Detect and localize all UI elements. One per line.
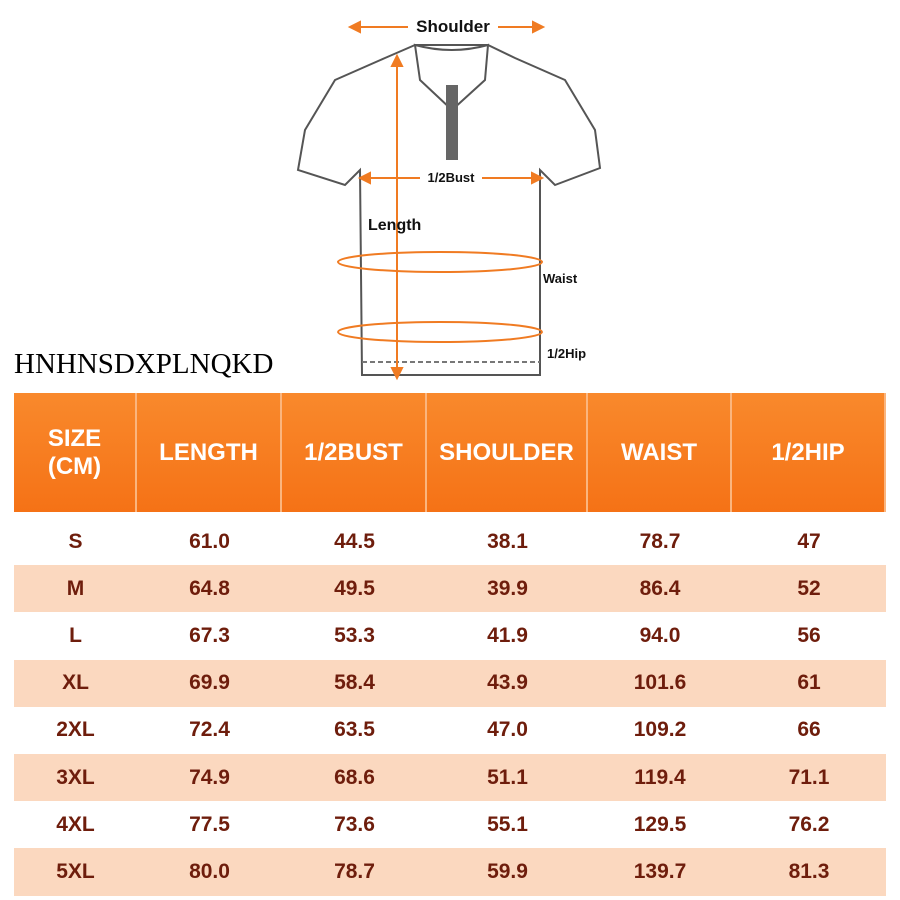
value-cell: 52 [797,576,821,600]
value-cell: 74.9 [189,765,230,789]
table-row: L 67.3 53.3 41.9 94.0 56 [14,612,886,660]
value-cell: 71.1 [788,765,830,789]
size-cell: XL [62,671,89,695]
value-cell: 47 [797,529,821,553]
size-cell: S [68,529,83,553]
header-cell: WAIST [588,393,732,512]
value-cell: 56 [797,623,821,647]
value-cell: 64.8 [189,576,230,600]
size-cell: 4XL [56,812,95,836]
value-cell: 86.4 [639,576,681,600]
table-row: 3XL 74.9 68.6 51.1 119.4 71.1 [14,754,886,802]
size-cell: 2XL [56,718,95,742]
value-cell: 78.7 [334,859,375,883]
zipper [446,85,458,160]
value-cell: 109.2 [633,718,687,742]
value-cell: 67.3 [189,623,230,647]
value-cell: 41.9 [487,623,528,647]
value-cell: 58.4 [334,671,375,695]
table-row: 4XL 77.5 73.6 55.1 129.5 76.2 [14,801,886,849]
label-hip: 1/2Hip [547,346,586,361]
size-cell: M [66,576,85,600]
value-cell: 49.5 [334,576,375,600]
table-row: XL 69.9 58.4 43.9 101.6 61 [14,659,886,707]
value-cell: 77.5 [189,812,230,836]
brand: HNHNSDXPLNQKD [14,348,274,380]
header-cell: SIZE (CM) [14,393,137,512]
value-cell: 51.1 [487,765,528,789]
shirt-diagram: Shoulder 1/2Bust Length Waist 1/2Hip [296,17,602,381]
label-shoulder: Shoulder [416,17,490,36]
value-cell: 94.0 [639,623,681,647]
value-cell: 61 [797,671,821,695]
value-cell: 39.9 [487,576,528,600]
value-cell: 129.5 [633,812,687,836]
value-cell: 61.0 [189,529,230,553]
table-row: M 64.8 49.5 39.9 86.4 52 [14,565,886,613]
shirt-body [296,44,602,376]
value-cell: 76.2 [788,812,830,836]
header-cell: SHOULDER [427,393,588,512]
value-cell: 43.9 [487,671,528,695]
label-bust: 1/2Bust [428,170,476,185]
table-row: S 61.0 44.5 38.1 78.7 47 [14,518,886,566]
value-cell: 47.0 [487,718,528,742]
table-row: 5XL 80.0 78.7 59.9 139.7 81.3 [14,848,886,896]
header-cell: LENGTH [137,393,282,512]
label-waist: Waist [543,271,578,286]
header-cell: 1/2HIP [732,393,886,512]
value-cell: 53.3 [334,623,375,647]
size-cell: L [69,623,82,647]
value-cell: 139.7 [633,859,687,883]
size-cell: 3XL [56,765,95,789]
value-cell: 69.9 [189,671,230,695]
label-length: Length [368,217,421,234]
measure-arrows [337,20,546,381]
size-cell: 5XL [56,859,95,883]
header-cell: 1/2BUST [282,393,427,512]
table-row: 2XL 72.4 63.5 47.0 109.2 66 [14,706,886,754]
value-cell: 68.6 [334,765,375,789]
value-cell: 59.9 [487,859,528,883]
value-cell: 38.1 [487,529,528,553]
value-cell: 73.6 [334,812,375,836]
value-cell: 63.5 [334,718,375,742]
value-cell: 44.5 [334,529,375,553]
value-cell: 119.4 [634,765,686,789]
value-cell: 66 [797,718,821,742]
value-cell: 101.6 [633,671,687,695]
value-cell: 81.3 [788,859,830,883]
size-table: SIZE (CM) LENGTH 1/2BUST SHOULDER WAIST 1/2HI… [14,393,886,896]
value-cell: 55.1 [487,812,528,836]
collar [413,43,490,112]
value-cell: 80.0 [189,859,230,883]
value-cell: 78.7 [639,529,681,553]
value-cell: 72.4 [189,718,230,742]
